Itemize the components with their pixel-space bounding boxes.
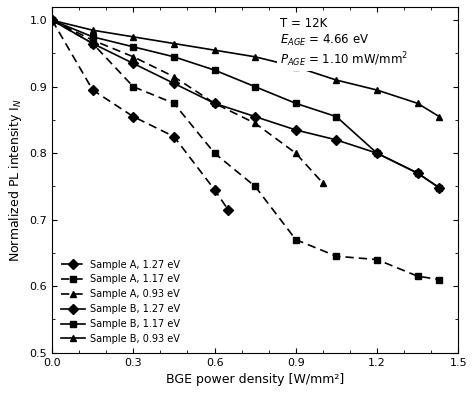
Sample B, 1.17 eV: [437, 185, 442, 190]
Sample A, 0.93 eV: [90, 38, 96, 42]
Y-axis label: Normalized PL intensity I$_N$: Normalized PL intensity I$_N$: [7, 98, 24, 262]
Sample B, 1.17 eV: [90, 35, 96, 39]
X-axis label: BGE power density [W/mm²]: BGE power density [W/mm²]: [166, 373, 344, 386]
Sample B, 1.17 eV: [293, 101, 299, 106]
Sample B, 1.27 eV: [334, 138, 339, 142]
Sample B, 1.27 eV: [171, 81, 177, 86]
Line: Sample A, 1.17 eV: Sample A, 1.17 eV: [49, 17, 443, 283]
Sample B, 1.27 eV: [130, 61, 136, 66]
Sample A, 1.17 eV: [212, 151, 218, 156]
Sample A, 1.17 eV: [334, 254, 339, 259]
Sample A, 1.27 eV: [130, 114, 136, 119]
Sample B, 0.93 eV: [49, 18, 55, 23]
Line: Sample B, 1.27 eV: Sample B, 1.27 eV: [49, 17, 443, 191]
Line: Sample A, 1.27 eV: Sample A, 1.27 eV: [49, 17, 232, 213]
Sample A, 0.93 eV: [49, 18, 55, 23]
Sample B, 1.27 eV: [437, 185, 442, 190]
Sample A, 1.17 eV: [90, 41, 96, 46]
Sample B, 0.93 eV: [437, 114, 442, 119]
Sample B, 1.17 eV: [374, 151, 380, 156]
Sample A, 1.27 eV: [225, 208, 231, 212]
Sample B, 1.17 eV: [49, 18, 55, 23]
Sample B, 1.17 eV: [130, 44, 136, 49]
Line: Sample B, 1.17 eV: Sample B, 1.17 eV: [49, 17, 443, 191]
Sample A, 1.27 eV: [90, 88, 96, 92]
Sample A, 1.17 eV: [437, 277, 442, 282]
Sample A, 1.17 eV: [293, 237, 299, 242]
Sample B, 0.93 eV: [212, 48, 218, 53]
Sample B, 1.27 eV: [212, 101, 218, 106]
Sample B, 1.27 eV: [252, 114, 258, 119]
Sample B, 1.17 eV: [171, 55, 177, 59]
Sample B, 1.17 eV: [252, 84, 258, 89]
Sample B, 1.27 eV: [293, 128, 299, 132]
Line: Sample A, 0.93 eV: Sample A, 0.93 eV: [49, 17, 326, 187]
Sample A, 1.17 eV: [252, 184, 258, 189]
Sample B, 0.93 eV: [130, 35, 136, 39]
Sample A, 1.17 eV: [49, 18, 55, 23]
Sample B, 1.17 eV: [415, 171, 420, 176]
Sample A, 0.93 eV: [293, 151, 299, 156]
Sample A, 1.27 eV: [49, 18, 55, 23]
Sample B, 1.27 eV: [374, 151, 380, 156]
Sample A, 0.93 eV: [320, 181, 326, 185]
Sample B, 1.27 eV: [415, 171, 420, 176]
Sample A, 1.17 eV: [171, 101, 177, 106]
Sample A, 1.27 eV: [212, 187, 218, 192]
Sample A, 0.93 eV: [130, 55, 136, 59]
Sample A, 0.93 eV: [171, 74, 177, 79]
Legend: Sample A, 1.27 eV, Sample A, 1.17 eV, Sample A, 0.93 eV, Sample B, 1.27 eV, Samp: Sample A, 1.27 eV, Sample A, 1.17 eV, Sa…: [57, 256, 184, 348]
Sample A, 0.93 eV: [212, 101, 218, 106]
Text: T = 12K
$E_{AGE}$ = 4.66 eV
$P_{AGE}$ = 1.10 mW/mm$^2$: T = 12K $E_{AGE}$ = 4.66 eV $P_{AGE}$ = …: [280, 17, 408, 69]
Sample A, 0.93 eV: [252, 121, 258, 126]
Sample B, 1.17 eV: [212, 68, 218, 72]
Sample A, 1.17 eV: [415, 274, 420, 279]
Sample B, 1.27 eV: [49, 18, 55, 23]
Sample A, 1.17 eV: [130, 84, 136, 89]
Line: Sample B, 0.93 eV: Sample B, 0.93 eV: [49, 17, 443, 120]
Sample B, 0.93 eV: [415, 101, 420, 106]
Sample A, 1.17 eV: [374, 257, 380, 262]
Sample B, 0.93 eV: [171, 41, 177, 46]
Sample B, 0.93 eV: [334, 78, 339, 83]
Sample B, 0.93 eV: [90, 28, 96, 33]
Sample B, 0.93 eV: [374, 88, 380, 92]
Sample B, 0.93 eV: [252, 55, 258, 59]
Sample B, 1.27 eV: [90, 41, 96, 46]
Sample B, 1.17 eV: [334, 114, 339, 119]
Sample B, 0.93 eV: [293, 64, 299, 69]
Sample A, 1.27 eV: [171, 134, 177, 139]
